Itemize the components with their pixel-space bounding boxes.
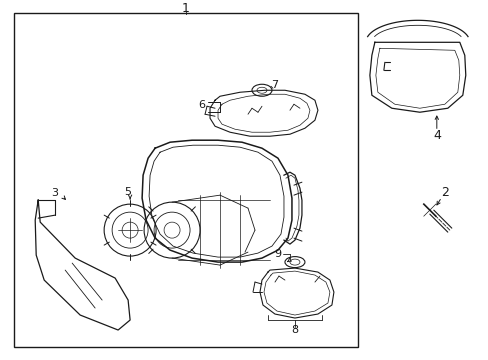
Text: 2: 2 <box>440 186 448 199</box>
Text: 5: 5 <box>124 187 131 197</box>
Text: 9: 9 <box>274 249 281 259</box>
Text: 4: 4 <box>432 129 440 142</box>
Text: 8: 8 <box>291 325 298 335</box>
Bar <box>14 13 357 347</box>
Text: 7: 7 <box>271 80 278 90</box>
Text: 1: 1 <box>182 2 190 15</box>
Text: 6: 6 <box>198 100 205 110</box>
Text: 3: 3 <box>52 188 59 198</box>
